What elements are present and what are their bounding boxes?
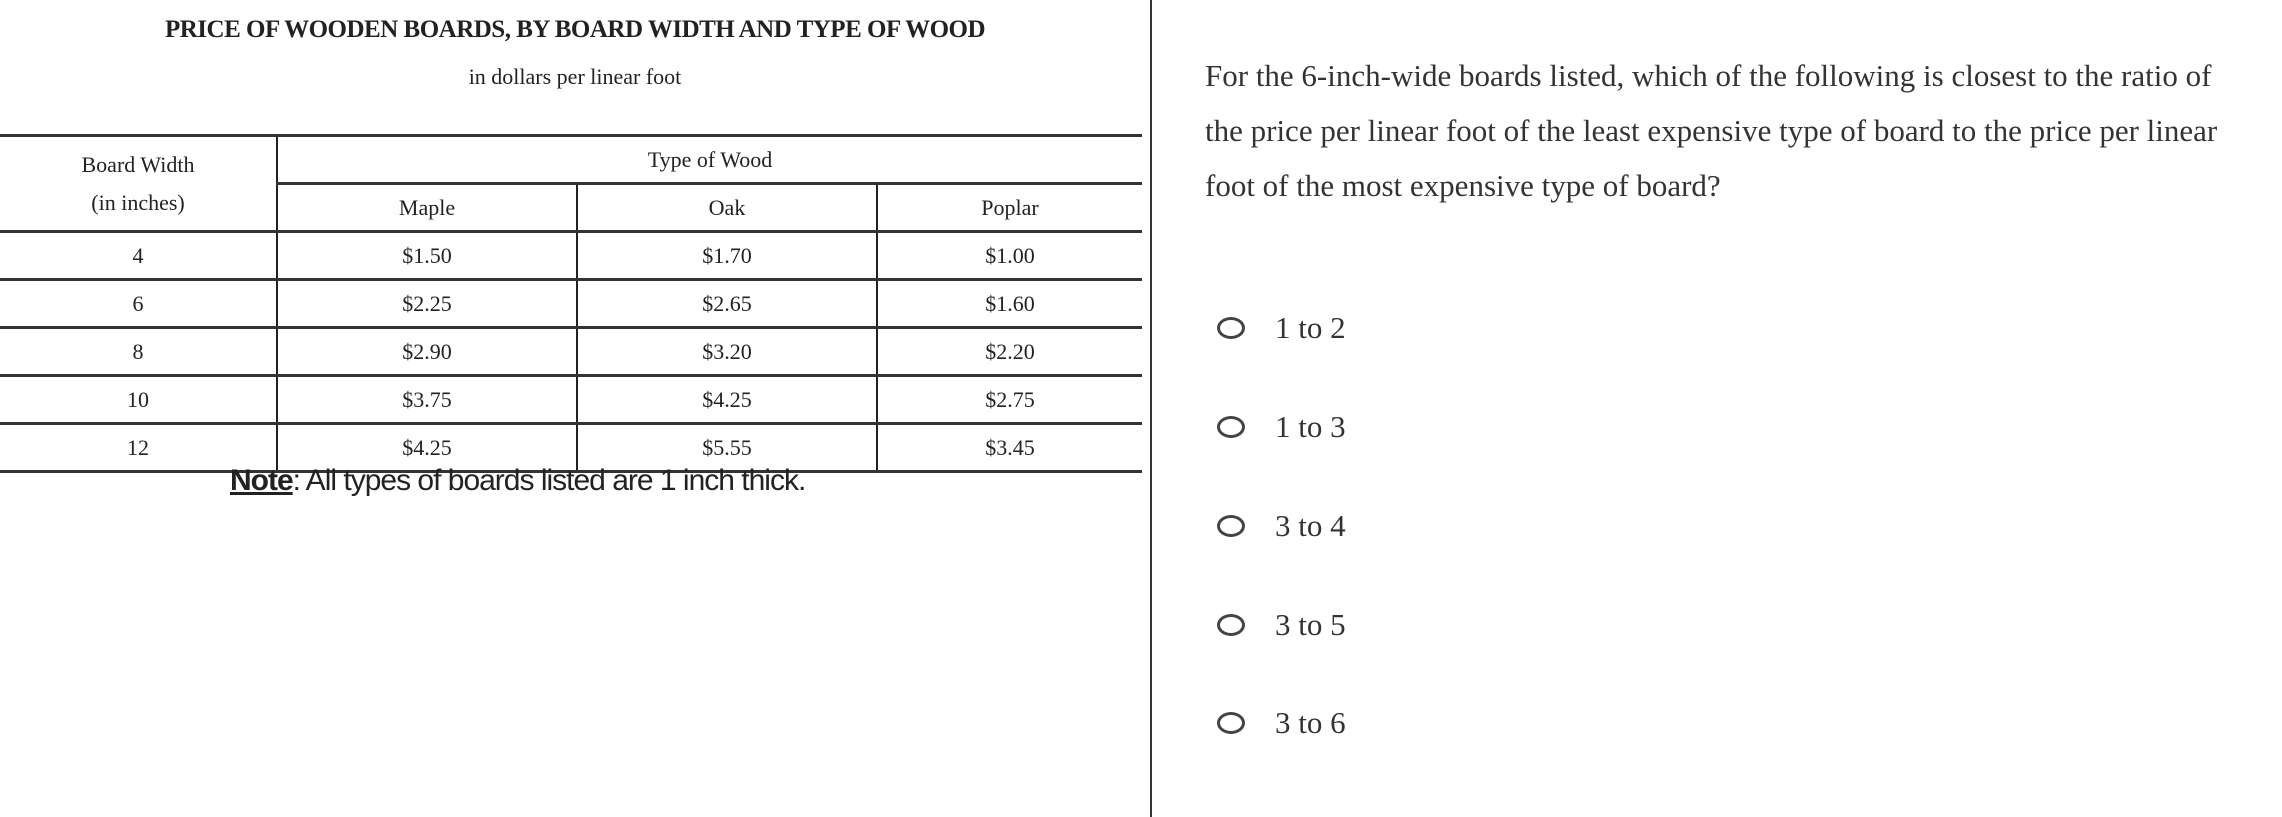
cell-oak: $5.55: [576, 423, 877, 473]
header-type-of-wood: Type of Wood: [276, 135, 1142, 185]
answer-option-4[interactable]: 3 to 5: [1217, 607, 1346, 643]
cell-oak: $1.70: [576, 231, 877, 281]
note-label: Note: [230, 464, 294, 497]
cell-width: 12: [0, 423, 277, 473]
option-label: 1 to 2: [1275, 310, 1346, 345]
answer-option-2[interactable]: 1 to 3: [1217, 409, 1346, 445]
cell-maple: $3.75: [276, 375, 577, 425]
radio-icon[interactable]: [1217, 712, 1245, 734]
table-note: Note: All types of boards listed are 1 i…: [230, 464, 807, 498]
cell-width: 6: [0, 279, 277, 329]
answer-option-5[interactable]: 3 to 6: [1217, 705, 1346, 741]
cell-width: 10: [0, 375, 277, 425]
cell-poplar: $3.45: [876, 423, 1142, 473]
radio-icon[interactable]: [1217, 317, 1245, 339]
cell-poplar: $1.00: [876, 231, 1142, 281]
cell-maple: $2.25: [276, 279, 577, 329]
header-width-line1: Board Width: [81, 151, 195, 177]
column-header-poplar: Poplar: [876, 183, 1142, 233]
table-row: 12 $4.25 $5.55 $3.45: [0, 423, 1142, 473]
radio-icon[interactable]: [1217, 416, 1245, 438]
price-table: Board Width (in inches) Type of Wood Map…: [0, 134, 1142, 473]
cell-maple: $1.50: [276, 231, 577, 281]
cell-oak: $4.25: [576, 375, 877, 425]
column-header-oak: Oak: [576, 183, 877, 233]
cell-poplar: $2.75: [876, 375, 1142, 425]
cell-width: 8: [0, 327, 277, 377]
table-row: 4 $1.50 $1.70 $1.00: [0, 231, 1142, 281]
question-text: For the 6-inch-wide boards listed, which…: [1205, 58, 2218, 203]
table-row: 10 $3.75 $4.25 $2.75: [0, 375, 1142, 425]
cell-maple: $4.25: [276, 423, 577, 473]
table-panel: PRICE OF WOODEN BOARDS, BY BOARD WIDTH A…: [0, 16, 1142, 498]
panel-divider[interactable]: [1150, 0, 1152, 817]
cell-oak: $2.65: [576, 279, 877, 329]
option-label: 3 to 5: [1275, 607, 1346, 642]
answer-option-3[interactable]: 3 to 4: [1217, 508, 1346, 544]
table-title: PRICE OF WOODEN BOARDS, BY BOARD WIDTH A…: [164, 16, 986, 43]
table-row: 8 $2.90 $3.20 $2.20: [0, 327, 1142, 377]
cell-maple: $2.90: [276, 327, 577, 377]
radio-icon[interactable]: [1217, 515, 1245, 537]
option-label: 3 to 6: [1275, 705, 1346, 740]
column-header-maple: Maple: [276, 183, 577, 233]
cell-oak: $3.20: [576, 327, 877, 377]
option-label: 3 to 4: [1275, 508, 1346, 543]
note-text: : All types of boards listed are 1 inch …: [292, 464, 807, 497]
header-board-width: Board Width (in inches): [0, 135, 277, 233]
radio-icon[interactable]: [1217, 614, 1245, 636]
table-row: 6 $2.25 $2.65 $1.60: [0, 279, 1142, 329]
answer-option-1[interactable]: 1 to 2: [1217, 310, 1346, 346]
cell-width: 4: [0, 231, 277, 281]
cell-poplar: $1.60: [876, 279, 1142, 329]
option-label: 1 to 3: [1275, 409, 1346, 444]
table-subtitle: in dollars per linear foot: [468, 64, 682, 89]
header-width-line2: (in inches): [91, 189, 185, 215]
cell-poplar: $2.20: [876, 327, 1142, 377]
